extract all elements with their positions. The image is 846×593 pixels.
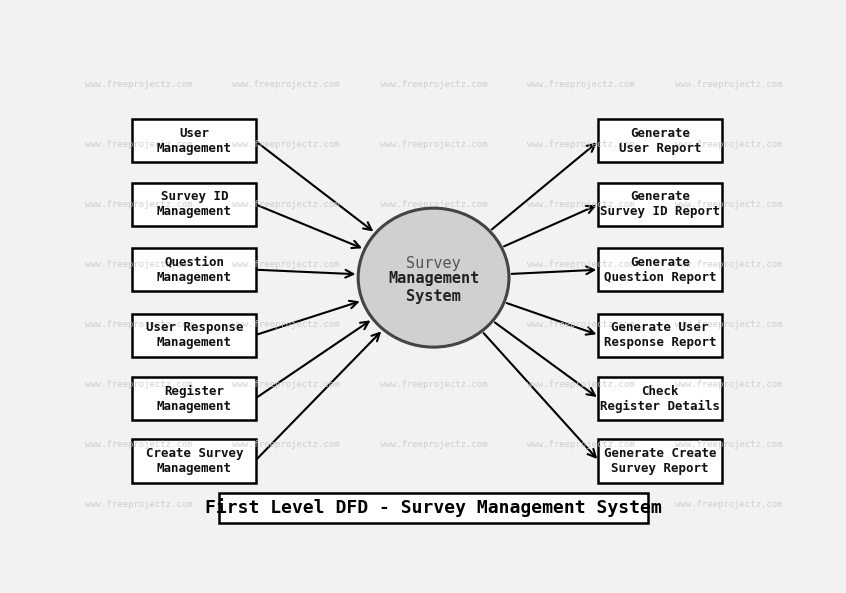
Text: www.freeprojectz.com: www.freeprojectz.com — [675, 500, 783, 509]
Text: Generate
User Report: Generate User Report — [618, 127, 701, 155]
Text: www.freeprojectz.com: www.freeprojectz.com — [85, 500, 192, 509]
Text: www.freeprojectz.com: www.freeprojectz.com — [380, 441, 487, 449]
FancyBboxPatch shape — [598, 119, 722, 162]
Text: www.freeprojectz.com: www.freeprojectz.com — [675, 200, 783, 209]
FancyBboxPatch shape — [132, 183, 256, 226]
FancyBboxPatch shape — [598, 314, 722, 357]
Text: www.freeprojectz.com: www.freeprojectz.com — [380, 141, 487, 149]
Text: www.freeprojectz.com: www.freeprojectz.com — [675, 320, 783, 329]
Text: www.freeprojectz.com: www.freeprojectz.com — [527, 500, 634, 509]
FancyBboxPatch shape — [598, 248, 722, 291]
Text: Management
System: Management System — [388, 272, 479, 304]
Text: User Response
Management: User Response Management — [146, 321, 243, 349]
Text: www.freeprojectz.com: www.freeprojectz.com — [233, 200, 340, 209]
Text: www.freeprojectz.com: www.freeprojectz.com — [380, 320, 487, 329]
FancyBboxPatch shape — [132, 248, 256, 291]
Text: www.freeprojectz.com: www.freeprojectz.com — [233, 141, 340, 149]
Text: www.freeprojectz.com: www.freeprojectz.com — [527, 381, 634, 390]
Text: www.freeprojectz.com: www.freeprojectz.com — [380, 200, 487, 209]
FancyBboxPatch shape — [598, 439, 722, 483]
Text: Register
Management: Register Management — [157, 385, 232, 413]
Text: www.freeprojectz.com: www.freeprojectz.com — [527, 320, 634, 329]
FancyBboxPatch shape — [132, 377, 256, 420]
Text: User
Management: User Management — [157, 127, 232, 155]
Text: www.freeprojectz.com: www.freeprojectz.com — [85, 81, 192, 90]
Text: www.freeprojectz.com: www.freeprojectz.com — [85, 141, 192, 149]
Text: Survey ID
Management: Survey ID Management — [157, 190, 232, 218]
Text: www.freeprojectz.com: www.freeprojectz.com — [527, 260, 634, 269]
Text: www.freeprojectz.com: www.freeprojectz.com — [233, 320, 340, 329]
Text: www.freeprojectz.com: www.freeprojectz.com — [527, 141, 634, 149]
Text: Generate User
Response Report: Generate User Response Report — [603, 321, 716, 349]
Text: First Level DFD - Survey Management System: First Level DFD - Survey Management Syst… — [206, 499, 662, 518]
Ellipse shape — [358, 208, 509, 347]
Text: Check
Register Details: Check Register Details — [600, 385, 720, 413]
Text: www.freeprojectz.com: www.freeprojectz.com — [527, 441, 634, 449]
Text: Generate
Question Report: Generate Question Report — [603, 256, 716, 283]
Text: www.freeprojectz.com: www.freeprojectz.com — [380, 81, 487, 90]
FancyBboxPatch shape — [132, 119, 256, 162]
Text: www.freeprojectz.com: www.freeprojectz.com — [675, 441, 783, 449]
Text: www.freeprojectz.com: www.freeprojectz.com — [85, 260, 192, 269]
Text: www.freeprojectz.com: www.freeprojectz.com — [233, 260, 340, 269]
FancyBboxPatch shape — [132, 314, 256, 357]
Text: www.freeprojectz.com: www.freeprojectz.com — [675, 81, 783, 90]
Text: www.freeprojectz.com: www.freeprojectz.com — [233, 500, 340, 509]
FancyBboxPatch shape — [598, 183, 722, 226]
Text: Question
Management: Question Management — [157, 256, 232, 283]
Text: www.freeprojectz.com: www.freeprojectz.com — [85, 320, 192, 329]
Text: www.freeprojectz.com: www.freeprojectz.com — [675, 260, 783, 269]
Text: www.freeprojectz.com: www.freeprojectz.com — [380, 381, 487, 390]
Text: www.freeprojectz.com: www.freeprojectz.com — [85, 200, 192, 209]
Text: www.freeprojectz.com: www.freeprojectz.com — [675, 381, 783, 390]
Text: www.freeprojectz.com: www.freeprojectz.com — [233, 381, 340, 390]
Text: www.freeprojectz.com: www.freeprojectz.com — [233, 441, 340, 449]
Text: www.freeprojectz.com: www.freeprojectz.com — [233, 81, 340, 90]
Text: www.freeprojectz.com: www.freeprojectz.com — [85, 381, 192, 390]
FancyBboxPatch shape — [598, 377, 722, 420]
Text: www.freeprojectz.com: www.freeprojectz.com — [380, 500, 487, 509]
Text: www.freeprojectz.com: www.freeprojectz.com — [675, 141, 783, 149]
Text: Survey: Survey — [406, 256, 461, 271]
Text: www.freeprojectz.com: www.freeprojectz.com — [85, 441, 192, 449]
Text: Generate Create
Survey Report: Generate Create Survey Report — [603, 447, 716, 475]
Text: www.freeprojectz.com: www.freeprojectz.com — [527, 200, 634, 209]
FancyBboxPatch shape — [219, 493, 648, 522]
FancyBboxPatch shape — [132, 439, 256, 483]
Text: www.freeprojectz.com: www.freeprojectz.com — [527, 81, 634, 90]
Text: Create Survey
Management: Create Survey Management — [146, 447, 243, 475]
Text: www.freeprojectz.com: www.freeprojectz.com — [380, 260, 487, 269]
Text: Generate
Survey ID Report: Generate Survey ID Report — [600, 190, 720, 218]
